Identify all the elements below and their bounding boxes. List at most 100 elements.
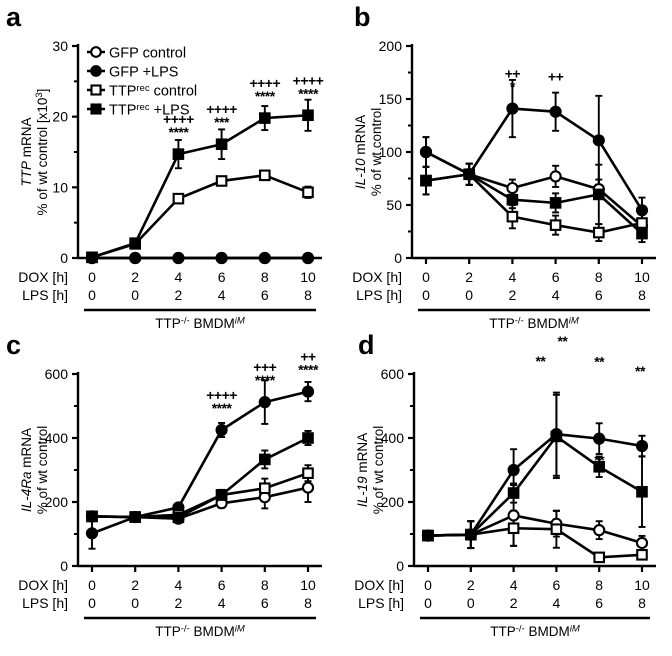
y-axis-title-line1: TTP mRNA <box>19 118 34 187</box>
data-point-closed-circle <box>215 423 228 437</box>
data-point-closed-square <box>215 489 228 501</box>
data-point-closed-square <box>86 251 98 264</box>
data-point-closed-square <box>593 461 606 473</box>
series-line-closed-square <box>91 113 309 259</box>
lps-value: 2 <box>510 595 518 611</box>
lps-value: 8 <box>638 595 646 611</box>
series-line-open-square <box>91 174 309 259</box>
data-point-closed-circle <box>258 251 271 265</box>
data-point-closed-square <box>302 432 314 444</box>
lps-value: 4 <box>218 595 226 611</box>
lps-row-label: LPS [h] <box>22 287 68 303</box>
series-markers <box>85 385 315 540</box>
lps-value: 0 <box>131 595 139 611</box>
data-point-closed-square <box>550 430 563 443</box>
y-tick-label: 200 <box>45 494 69 510</box>
lps-value: 6 <box>595 287 603 303</box>
group-label: TTP-/- BMDMiM <box>155 316 245 329</box>
y-axis-title-line2: % of wt control [x103] <box>34 89 50 216</box>
svg-text:% of wt control: % of wt control <box>371 426 386 515</box>
series-markers <box>85 109 315 265</box>
series-line-closed-circle <box>425 107 644 211</box>
y-axis-title-line2: % of wt control <box>371 426 386 515</box>
lps-value: 0 <box>422 287 430 303</box>
dox-value: 8 <box>595 577 603 593</box>
significance-mark: **** <box>169 124 190 140</box>
data-point-closed-square <box>215 138 228 151</box>
y-axis-title-line1: IL-4Ra mRNA <box>19 428 34 512</box>
data-point-closed-square <box>507 487 520 499</box>
data-point-open-square <box>172 192 185 205</box>
series-markers <box>421 428 649 564</box>
y-tick-label: 0 <box>60 250 68 266</box>
data-point-open-circle <box>90 46 102 58</box>
svg-text:% of wt control: % of wt control <box>369 108 384 197</box>
group-label: TTP-/- BMDMiM <box>155 624 245 640</box>
lps-value: 0 <box>424 595 432 611</box>
lps-value: 4 <box>218 287 226 303</box>
data-point-open-square <box>302 467 314 479</box>
data-point-closed-circle <box>635 439 649 453</box>
y-axis-title-line2: % of wt control <box>35 426 50 515</box>
series-line-closed-square <box>427 435 643 537</box>
dox-row-label: DOX [h] <box>354 577 404 593</box>
y-tick-label: 30 <box>52 38 68 54</box>
significance-mark: **** <box>298 85 319 101</box>
data-point-closed-square <box>258 112 271 124</box>
y-tick-label: 10 <box>52 179 68 195</box>
y-tick-label: 0 <box>396 558 404 574</box>
dox-row-label: DOX [h] <box>352 269 402 285</box>
y-axis-title-line2: % of wt control <box>369 108 384 197</box>
lps-value: 6 <box>261 287 269 303</box>
significance-mark: **** <box>212 400 233 416</box>
data-point-closed-circle <box>507 463 520 477</box>
data-point-closed-square <box>172 148 185 160</box>
y-tick-label: 0 <box>60 558 68 574</box>
data-point-closed-circle <box>215 251 228 265</box>
y-tick-label: 0 <box>394 250 402 266</box>
legend-item[interactable]: TTPrec +LPS <box>87 102 190 119</box>
significance-mark: ++++ <box>249 75 280 91</box>
data-point-closed-circle <box>506 102 519 115</box>
data-point-open-square <box>90 84 102 96</box>
data-point-closed-square <box>422 529 434 542</box>
data-point-open-square <box>549 219 562 231</box>
legend-item[interactable]: TTPrec control <box>87 83 197 100</box>
significance-mark: ++++ <box>163 111 194 127</box>
panel-d-letter: d <box>358 330 375 360</box>
data-point-open-square <box>258 482 271 495</box>
data-point-open-square <box>636 549 648 561</box>
dox-value: 4 <box>510 577 518 593</box>
data-point-open-square <box>592 226 605 239</box>
data-point-closed-circle <box>258 396 271 409</box>
lps-value: 4 <box>552 287 560 303</box>
dox-value: 0 <box>88 577 96 593</box>
data-point-open-circle <box>635 536 649 550</box>
data-point-closed-circle <box>593 432 606 445</box>
lps-value: 0 <box>465 287 473 303</box>
lps-row-label: LPS [h] <box>358 595 404 611</box>
dox-row-label: DOX [h] <box>18 269 68 285</box>
data-point-open-circle <box>549 170 562 183</box>
data-point-closed-circle <box>549 105 562 118</box>
data-point-closed-circle <box>592 134 605 147</box>
significance-mark: **** <box>298 362 319 378</box>
lps-value: 2 <box>175 287 183 303</box>
svg-text:IL-10 mRNA: IL-10 mRNA <box>353 115 368 189</box>
data-point-closed-square <box>463 168 475 181</box>
legend-label: GFP +LPS <box>109 65 178 81</box>
legend-item[interactable]: GFP +LPS <box>87 65 178 81</box>
significance-mark: ++++ <box>206 101 237 117</box>
dox-value: 6 <box>552 269 560 285</box>
legend-item[interactable]: GFP control <box>87 46 186 62</box>
data-point-open-square <box>506 210 519 223</box>
lps-value: 0 <box>88 287 96 303</box>
panel-a-letter: a <box>6 2 21 32</box>
significance-mark: ** <box>535 353 546 369</box>
significance-mark: +++ <box>253 359 276 375</box>
data-point-open-square <box>507 522 520 535</box>
